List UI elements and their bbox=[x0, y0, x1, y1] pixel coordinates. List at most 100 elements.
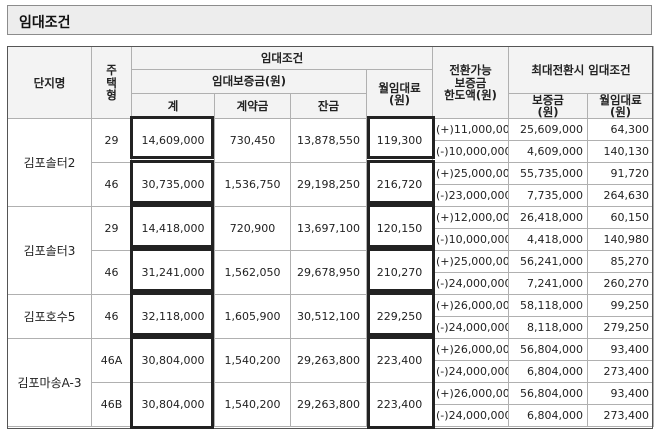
balance-amount: 29,263,800 bbox=[290, 382, 367, 428]
contract-amount: 1,540,200 bbox=[214, 382, 291, 428]
monthly-rent: 229,250 bbox=[365, 294, 434, 340]
contract-amount: 1,562,050 bbox=[214, 250, 291, 296]
table-row: 46B 30,804,000 1,540,200 29,263,800 223,… bbox=[8, 382, 655, 428]
header-max-deposit-line: 보증금 bbox=[532, 93, 564, 107]
max-deposit: 56,241,000 bbox=[508, 250, 589, 274]
max-deposit: 55,735,000 bbox=[508, 162, 589, 186]
max-deposit: 56,804,000 bbox=[508, 338, 589, 362]
table-row: (-)24,000,000 6,804,000 273,400 bbox=[8, 404, 655, 428]
header-complex: 단지명 bbox=[7, 45, 92, 120]
lease-conditions-table: 단지명 주 택 형 임대조건 전환가능 보증금 한도액(원) 최대전환시 임대조… bbox=[7, 45, 655, 428]
table-row: 46 30,735,000 1,536,750 29,198,250 216,7… bbox=[8, 162, 655, 208]
balance-amount: 29,678,950 bbox=[290, 250, 367, 296]
table-row: (-)24,000,000 6,804,000 273,400 bbox=[8, 360, 655, 384]
table-row: (-)24,000,000 7,241,000 260,270 bbox=[8, 272, 655, 296]
complex-name: 김포솔터2 bbox=[7, 118, 92, 208]
header-convert-limit: 전환가능 보증금 한도액(원) bbox=[432, 45, 510, 120]
contract-amount: 1,540,200 bbox=[214, 338, 291, 384]
max-rent: 93,400 bbox=[587, 338, 655, 362]
header-convert-line: 보증금 bbox=[454, 75, 487, 90]
table-row: 김포솔터2 29 14,609,000 730,450 13,878,550 1… bbox=[7, 118, 655, 208]
max-deposit: 58,118,000 bbox=[508, 294, 589, 318]
section-title: 임대조건 bbox=[19, 15, 71, 31]
convert-limit: (+)11,000,000 bbox=[432, 118, 510, 142]
table-row: 46 31,241,000 1,562,050 29,678,950 210,2… bbox=[8, 250, 655, 296]
header-max-rent-line: 월임대료 bbox=[599, 93, 642, 107]
monthly-rent: 210,270 bbox=[365, 250, 434, 296]
table-row: (-)24,000,000 8,118,000 279,250 bbox=[8, 316, 655, 340]
header-contract: 계약금 bbox=[214, 92, 291, 120]
header-max-rent: 월임대료 (원) bbox=[587, 92, 655, 120]
header-rent-line: 월임대료 bbox=[378, 81, 421, 95]
house-type: 46 bbox=[91, 250, 132, 296]
header-type: 주 택 형 bbox=[91, 45, 132, 120]
header-deposit: 임대보증금(원) bbox=[131, 69, 367, 94]
section-title-bar: 임대조건 bbox=[7, 5, 652, 35]
complex-name: 김포마송A-3 bbox=[7, 338, 92, 428]
contract-amount: 1,605,900 bbox=[214, 294, 291, 340]
max-deposit: 26,418,000 bbox=[508, 206, 589, 230]
max-deposit: 4,418,000 bbox=[508, 228, 589, 252]
convert-limit: (-)23,000,000 bbox=[432, 184, 510, 208]
max-rent: 140,980 bbox=[587, 228, 655, 252]
max-rent: 99,250 bbox=[587, 294, 655, 318]
contract-amount: 730,450 bbox=[214, 118, 291, 164]
deposit-total: 32,118,000 bbox=[131, 294, 215, 340]
header-max-rent-line: (원) bbox=[609, 105, 632, 119]
table-row: 김포마송A-3 46A 30,804,000 1,540,200 29,263,… bbox=[7, 338, 655, 428]
balance-amount: 13,697,100 bbox=[290, 206, 367, 252]
header-deposit-total: 계 bbox=[131, 92, 215, 120]
header-lease: 임대조건 bbox=[130, 46, 434, 70]
max-deposit: 6,804,000 bbox=[508, 404, 589, 428]
max-rent: 60,150 bbox=[587, 206, 655, 230]
max-deposit: 25,609,000 bbox=[508, 118, 589, 142]
convert-limit: (-)24,000,000 bbox=[432, 272, 510, 296]
header-max-deposit: 보증금 (원) bbox=[508, 92, 589, 120]
header-rent-line: (원) bbox=[388, 93, 411, 108]
convert-limit: (+)25,000,000 bbox=[432, 250, 510, 274]
deposit-total: 30,804,000 bbox=[131, 382, 215, 428]
max-rent: 273,400 bbox=[587, 360, 655, 384]
balance-amount: 29,198,250 bbox=[290, 162, 367, 208]
house-type: 46A bbox=[91, 338, 132, 384]
complex-name: 김포솔터3 bbox=[7, 206, 92, 296]
table-row: 김포솔터3 29 14,418,000 720,900 13,697,100 1… bbox=[7, 206, 655, 296]
header-max-deposit-line: (원) bbox=[537, 105, 559, 119]
convert-limit: (+)26,000,000 bbox=[432, 338, 510, 362]
balance-amount: 13,878,550 bbox=[290, 118, 367, 164]
contract-amount: 720,900 bbox=[214, 206, 291, 252]
max-rent: 273,400 bbox=[587, 404, 655, 428]
max-deposit: 56,804,000 bbox=[508, 382, 589, 406]
convert-limit: (+)26,000,000 bbox=[432, 382, 510, 406]
convert-limit: (-)24,000,000 bbox=[432, 404, 510, 428]
monthly-rent: 223,400 bbox=[365, 382, 434, 428]
deposit-total: 30,804,000 bbox=[131, 338, 215, 384]
header-type-line: 택 bbox=[106, 75, 117, 90]
max-rent: 64,300 bbox=[587, 118, 655, 142]
max-rent: 264,630 bbox=[587, 184, 655, 208]
house-type: 46B bbox=[91, 382, 132, 428]
deposit-total: 14,609,000 bbox=[131, 118, 215, 164]
max-deposit: 7,241,000 bbox=[508, 272, 589, 296]
max-deposit: 8,118,000 bbox=[508, 316, 589, 340]
header-type-line: 주 bbox=[106, 63, 117, 78]
deposit-total: 14,418,000 bbox=[131, 206, 215, 252]
convert-limit: (-)24,000,000 bbox=[432, 316, 510, 340]
house-type: 29 bbox=[91, 206, 132, 252]
max-rent: 91,720 bbox=[587, 162, 655, 186]
monthly-rent: 120,150 bbox=[365, 206, 434, 252]
convert-limit: (-)10,000,000 bbox=[432, 140, 510, 164]
house-type: 46 bbox=[91, 162, 132, 208]
max-rent: 85,270 bbox=[587, 250, 655, 274]
table-row: 김포호수5 46 32,118,000 1,605,900 30,512,100… bbox=[7, 294, 655, 340]
table-row: (-)10,000,000 4,418,000 140,980 bbox=[8, 228, 655, 252]
convert-limit: (+)12,000,000 bbox=[432, 206, 510, 230]
max-rent: 93,400 bbox=[587, 382, 655, 406]
convert-limit: (+)26,000,000 bbox=[432, 294, 510, 318]
header-type-line: 형 bbox=[106, 87, 117, 102]
convert-limit: (+)25,000,000 bbox=[432, 162, 510, 186]
convert-limit: (-)24,000,000 bbox=[432, 360, 510, 384]
header-monthly-rent: 월임대료 (원) bbox=[365, 68, 434, 120]
complex-name: 김포호수5 bbox=[7, 294, 92, 340]
convert-limit: (-)10,000,000 bbox=[432, 228, 510, 252]
